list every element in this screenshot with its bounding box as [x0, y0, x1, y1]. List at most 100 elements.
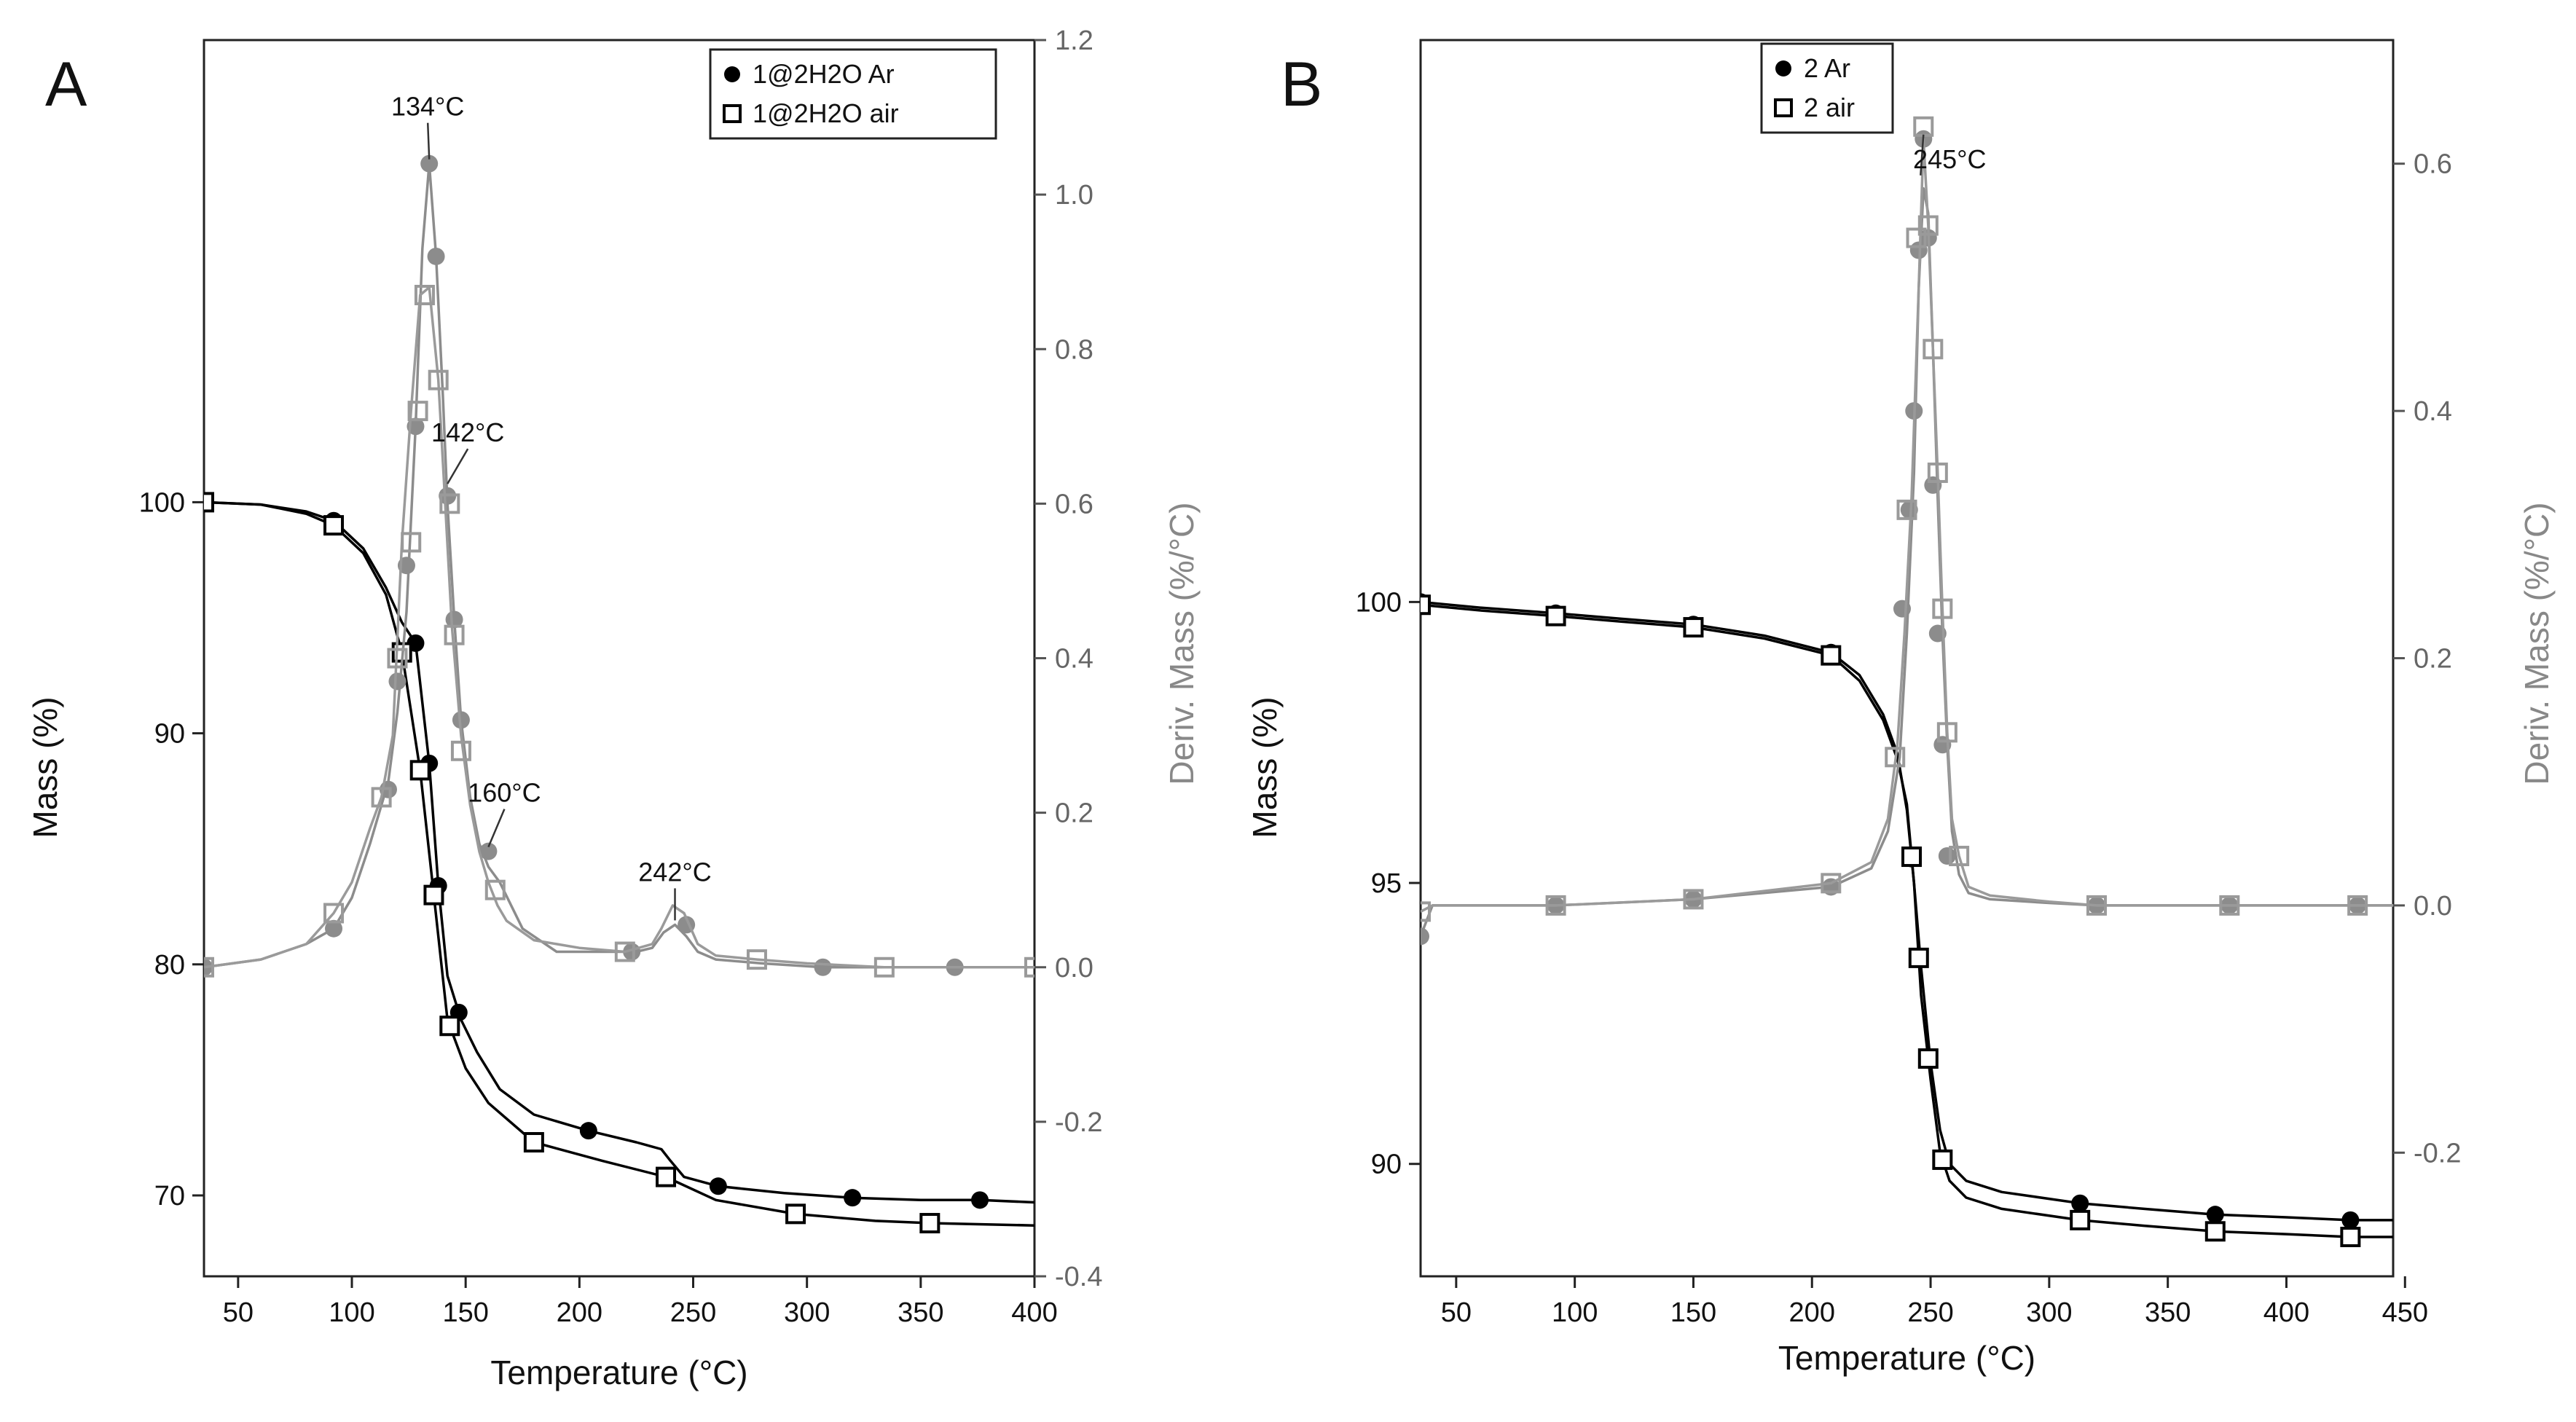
peak-annotation: 160°C	[468, 778, 541, 808]
y-tick-label: 70	[154, 1181, 185, 1211]
data-point	[1821, 873, 1842, 894]
data-point	[439, 493, 460, 514]
x-tick-label: 350	[898, 1297, 943, 1328]
y2-tick-label: 0.6	[2414, 149, 2452, 180]
x-tick-label: 200	[1789, 1297, 1835, 1328]
x-tick-label: 400	[2263, 1297, 2309, 1328]
y2-tick-label: 0.6	[1055, 489, 1093, 519]
data-point	[204, 956, 214, 978]
data-point	[325, 919, 343, 938]
data-point	[656, 1166, 677, 1187]
legend-label: 1@2H2O air	[753, 98, 899, 128]
data-point	[1923, 339, 1944, 360]
x-tick-label: 100	[1552, 1297, 1598, 1328]
data-point	[387, 648, 408, 669]
legend-marker-square	[1774, 98, 1793, 117]
data-point	[423, 884, 444, 906]
y2-tick-label: 1.0	[1055, 180, 1093, 211]
annotation-leader	[447, 448, 469, 484]
y2-tick-label: 0.8	[1055, 334, 1093, 365]
data-point	[746, 949, 767, 970]
y2-tick-label: 0.0	[1055, 953, 1093, 983]
data-point	[1917, 1048, 1939, 1069]
data-point	[2086, 895, 2107, 916]
y-tick-label: 90	[1371, 1150, 1402, 1180]
data-point	[1932, 598, 1953, 619]
data-point	[785, 1203, 806, 1225]
annotation-leader	[426, 122, 431, 160]
data-point	[2204, 1221, 2226, 1242]
data-point	[814, 958, 832, 976]
data-point	[1545, 895, 1566, 916]
x-tick-label: 150	[1670, 1297, 1716, 1328]
data-point	[450, 740, 471, 761]
data-point	[414, 285, 435, 306]
y2-tick-label: 0.4	[1055, 644, 1093, 675]
data-point	[427, 247, 445, 265]
plot-frame	[1419, 39, 2395, 1278]
x-tick-label: 100	[329, 1297, 374, 1328]
x-tick-label: 50	[1441, 1297, 1472, 1328]
annotation-leader	[1920, 134, 1925, 176]
legend: 2 Ar 2 air	[1760, 42, 1894, 134]
y2-tick-label: 0.2	[1055, 798, 1093, 829]
data-point	[204, 492, 214, 513]
data-point	[1900, 500, 1918, 519]
y-tick-label: 100	[139, 487, 185, 518]
legend: 1@2H2O Ar 1@2H2O air	[709, 48, 997, 140]
y2-tick-label: 1.2	[1055, 25, 1093, 56]
panel-letter: A	[45, 50, 87, 119]
data-point	[401, 532, 422, 553]
x-tick-label: 350	[2145, 1297, 2191, 1328]
data-point	[2219, 895, 2240, 916]
data-point	[579, 1122, 597, 1140]
data-point	[1908, 947, 1929, 968]
series-line-1-2h2o-ar-right	[204, 162, 1034, 969]
data-point	[452, 711, 470, 729]
data-point	[919, 1213, 941, 1234]
x-axis-title: Temperature (°C)	[490, 1354, 747, 1391]
data-point	[445, 610, 463, 629]
legend-marker-square	[723, 104, 742, 123]
data-point	[407, 401, 428, 422]
legend-label: 2 air	[1804, 93, 1855, 122]
data-point	[523, 1132, 544, 1153]
data-point	[614, 941, 635, 962]
series-line-2-ar-right	[1421, 186, 2393, 937]
x-tick-label: 450	[2382, 1297, 2428, 1328]
data-point	[1024, 956, 1034, 978]
data-point	[1917, 215, 1939, 236]
series-line-2-air-left	[1421, 603, 2393, 1238]
x-tick-label: 300	[2026, 1297, 2072, 1328]
data-point	[2070, 1209, 2091, 1230]
data-point	[844, 1189, 862, 1207]
plot-area	[1421, 116, 2393, 1248]
data-point	[323, 515, 345, 536]
y-axis-title: Mass (%)	[26, 696, 64, 838]
data-point	[1821, 645, 1842, 666]
y2-tick-label: -0.2	[1055, 1107, 1102, 1138]
annotation-leader	[487, 809, 506, 848]
data-point	[1938, 847, 1956, 865]
y2-axis-title: Deriv. Mass (%/°C)	[1163, 502, 1201, 785]
y-tick-label: 100	[1356, 587, 1402, 618]
data-point	[1901, 846, 1923, 868]
y-tick-label: 80	[154, 950, 185, 981]
x-tick-label: 150	[442, 1297, 488, 1328]
panel-letter: B	[1281, 50, 1322, 119]
data-point	[1421, 901, 1431, 922]
y2-axis-title: Deriv. Mass (%/°C)	[2518, 502, 2556, 785]
legend-label: 2 Ar	[1804, 53, 1850, 83]
legend-box	[1760, 42, 1894, 134]
panel-b: B 50 100 150 200 250 300 350 400 450 90 95 100 -0.2 0.…	[1246, 39, 2556, 1377]
data-point	[1885, 747, 1906, 768]
data-point	[2347, 895, 2368, 916]
legend-box	[709, 48, 997, 140]
data-point	[479, 842, 498, 860]
peak-annotation: 245°C	[1913, 144, 1986, 174]
data-point	[409, 760, 431, 781]
series-line-2-ar-left	[1421, 600, 2393, 1222]
series-line-1-2h2o-ar-left	[204, 500, 1034, 1204]
legend-marker-circle	[1775, 60, 1791, 76]
data-point	[484, 879, 506, 900]
